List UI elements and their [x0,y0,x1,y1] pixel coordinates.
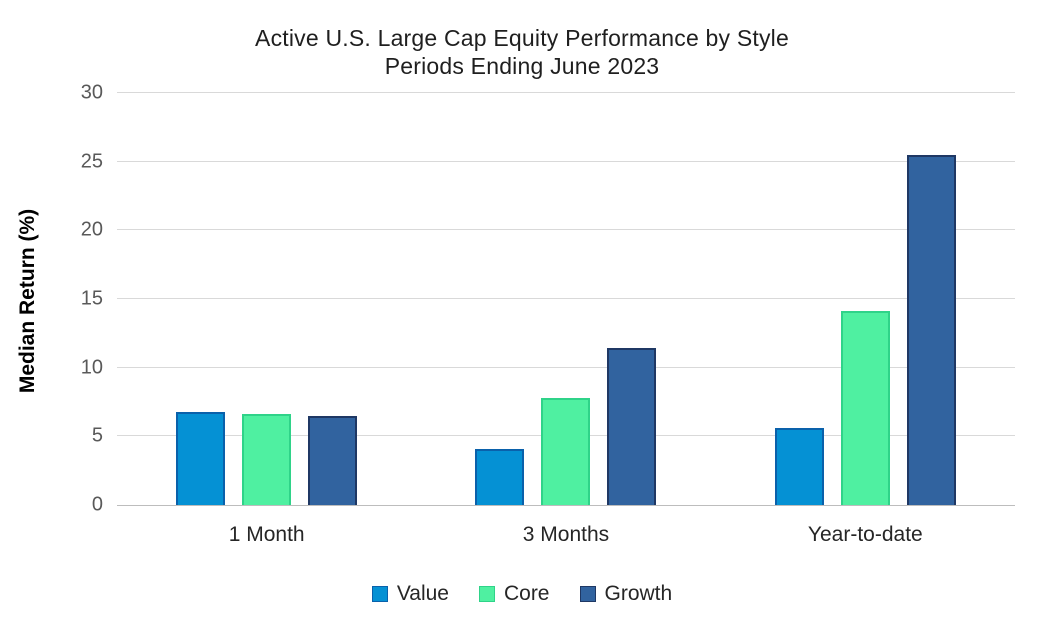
bar-groups: 1 Month 3 Months Year-to-date [117,93,1015,546]
legend-label-growth: Growth [604,582,673,605]
gridline-30 [117,92,1015,93]
bar-core-3-months [541,397,591,505]
y-tick-label-25: 25 [80,150,103,173]
chart-subtitle: Periods Ending June 2023 [384,53,660,79]
y-tick-label-30: 30 [80,81,103,104]
bar-growth-year-to-date [906,154,956,505]
legend-swatch-core-icon [478,586,495,602]
bar-value-3-months [475,448,525,505]
bar-group-year-to-date: Year-to-date [716,93,1015,546]
legend-label-core: Core [503,582,550,605]
gridline-10 [117,366,1015,368]
y-axis-title: Median Return (%) [16,208,39,394]
gridline-15 [117,298,1015,299]
legend-item-growth: Growth [579,582,673,606]
y-tick-label-20: 20 [80,218,103,241]
y-tick-label-5: 5 [91,424,103,447]
x-category-label-1-month: 1 Month [228,523,305,546]
x-category-label-3-months: 3 Months [522,523,610,546]
chart-title-block: Active U.S. Large Cap Equity Performance… [0,24,1044,80]
bar-value-1-month [176,411,226,505]
gridline-20 [117,229,1015,231]
x-category-label-year-to-date: Year-to-date [807,523,923,546]
legend-swatch-value-icon [371,586,388,602]
bar-growth-1-month [308,415,358,505]
chart-title: Active U.S. Large Cap Equity Performance… [255,25,789,51]
bar-value-year-to-date [774,428,824,505]
legend-item-core: Core [478,582,550,606]
bar-core-1-month [242,414,292,505]
legend: Value Core Growth [0,582,1044,606]
bar-group-1-month: 1 Month [117,93,416,546]
y-tick-label-0: 0 [91,493,103,516]
y-tick-label-15: 15 [80,287,103,310]
legend-swatch-growth-icon [579,586,596,602]
y-tick-label-10: 10 [80,356,103,379]
bar-group-3-months: 3 Months [416,93,715,546]
legend-item-value: Value [371,582,449,606]
gridline-25 [117,160,1015,162]
plot-area: 0 5 10 15 20 25 30 1 Month 3 Months Year-to-date [81,82,1015,546]
legend-label-value: Value [396,582,449,605]
bar-core-year-to-date [840,311,890,505]
bar-growth-3-months [607,348,657,505]
